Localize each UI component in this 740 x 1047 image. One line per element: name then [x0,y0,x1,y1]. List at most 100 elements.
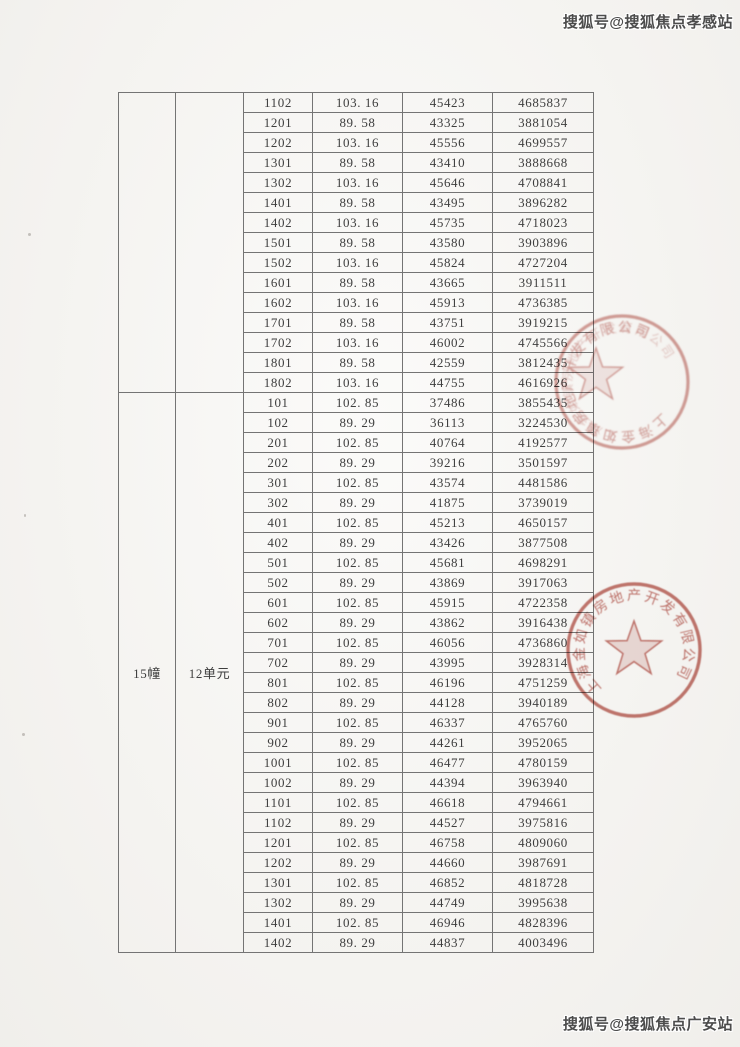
room-cell: 101 [243,392,313,413]
table-row: 401 102. 85 45213 4650157 [119,512,594,533]
unit-price-cell: 46758 [402,832,493,853]
area-cell: 89. 29 [312,412,403,433]
area-cell: 103. 16 [312,372,403,393]
room-cell: 1002 [243,772,313,793]
total-price-cell: 4751259 [492,672,594,693]
area-cell: 102. 85 [312,752,403,773]
room-cell: 1202 [243,132,313,153]
table-row: 1402 89. 29 44837 4003496 [119,932,594,953]
room-cell: 1302 [243,172,313,193]
area-cell: 102. 85 [312,872,403,893]
area-cell: 102. 85 [312,712,403,733]
total-price-cell: 4736860 [492,632,594,653]
room-cell: 401 [243,512,313,533]
room-cell: 1401 [243,192,313,213]
room-cell: 601 [243,592,313,613]
unit-price-cell: 39216 [402,452,493,473]
unit-price-cell: 43574 [402,472,493,493]
area-cell: 89. 29 [312,492,403,513]
table-row: 1002 89. 29 44394 3963940 [119,772,594,793]
unit-price-cell: 43665 [402,272,493,293]
total-price-cell: 3987691 [492,852,594,873]
unit-price-cell: 44128 [402,692,493,713]
room-cell: 502 [243,572,313,593]
unit-price-cell: 46056 [402,632,493,653]
total-price-cell: 3877508 [492,532,594,553]
table-row: 501 102. 85 45681 4698291 [119,552,594,573]
table-row: 1201 89. 58 43325 3881054 [119,112,594,133]
room-cell: 1102 [243,92,313,113]
total-price-cell: 4736385 [492,292,594,313]
room-cell: 1201 [243,112,313,133]
total-price-cell: 4722358 [492,592,594,613]
room-cell: 402 [243,532,313,553]
room-cell: 602 [243,612,313,633]
total-price-cell: 4809060 [492,832,594,853]
seal-star-icon [604,618,664,676]
unit-price-cell: 37486 [402,392,493,413]
table-row: 1401 89. 58 43495 3896282 [119,192,594,213]
area-cell: 89. 58 [312,152,403,173]
table-row: 701 102. 85 46056 4736860 [119,632,594,653]
area-cell: 89. 29 [312,812,403,833]
table-row: 1601 89. 58 43665 3911511 [119,272,594,293]
area-cell: 103. 16 [312,212,403,233]
room-cell: 1201 [243,832,313,853]
unit-price-cell: 43426 [402,532,493,553]
room-cell: 1402 [243,932,313,953]
room-cell: 1502 [243,252,313,273]
scan-speck [22,733,25,736]
total-price-cell: 4192577 [492,432,594,453]
unit-price-cell: 43869 [402,572,493,593]
table-row: 1102 89. 29 44527 3975816 [119,812,594,833]
area-cell: 102. 85 [312,832,403,853]
unit-price-cell: 44261 [402,732,493,753]
area-cell: 103. 16 [312,292,403,313]
room-cell: 902 [243,732,313,753]
unit-cell [175,92,244,393]
room-cell: 1301 [243,872,313,893]
area-cell: 103. 16 [312,132,403,153]
room-cell: 701 [243,632,313,653]
total-price-cell: 3919215 [492,312,594,333]
area-cell: 89. 29 [312,692,403,713]
room-cell: 801 [243,672,313,693]
unit-price-cell: 45735 [402,212,493,233]
unit-price-cell: 46002 [402,332,493,353]
table-row: 202 89. 29 39216 3501597 [119,452,594,473]
table-row: 1302 89. 29 44749 3995638 [119,892,594,913]
area-cell: 102. 85 [312,792,403,813]
total-price-cell: 3916438 [492,612,594,633]
area-cell: 89. 58 [312,232,403,253]
room-cell: 1402 [243,212,313,233]
room-cell: 102 [243,412,313,433]
table-row: 1301 102. 85 46852 4818728 [119,872,594,893]
area-cell: 89. 29 [312,452,403,473]
table-row: 1202 89. 29 44660 3987691 [119,852,594,873]
total-price-cell: 3975816 [492,812,594,833]
price-table-body: 1102 103. 16 45423 4685837 1201 89. 58 43325 38… [118,92,594,953]
building-cell: 15幢 [118,392,176,953]
total-price-cell: 3917063 [492,572,594,593]
room-cell: 1301 [243,152,313,173]
room-cell: 1001 [243,752,313,773]
total-price-cell: 3224530 [492,412,594,433]
total-price-cell: 4818728 [492,872,594,893]
room-cell: 1501 [243,232,313,253]
area-cell: 89. 29 [312,892,403,913]
table-row: 901 102. 85 46337 4765760 [119,712,594,733]
area-cell: 103. 16 [312,252,403,273]
table-row: 1501 89. 58 43580 3903896 [119,232,594,253]
area-cell: 102. 85 [312,672,403,693]
total-price-cell: 4745566 [492,332,594,353]
room-cell: 1101 [243,792,313,813]
room-cell: 501 [243,552,313,573]
table-row: 1402 103. 16 45735 4718023 [119,212,594,233]
area-cell: 103. 16 [312,332,403,353]
sohu-watermark-top: 搜狐号@搜狐焦点孝感站 [562,14,733,31]
room-cell: 201 [243,432,313,453]
housing-price-table: 1102 103. 16 45423 4685837 1201 89. 58 43325 38… [118,92,594,953]
total-price-cell: 3739019 [492,492,594,513]
room-cell: 702 [243,652,313,673]
unit-price-cell: 44527 [402,812,493,833]
